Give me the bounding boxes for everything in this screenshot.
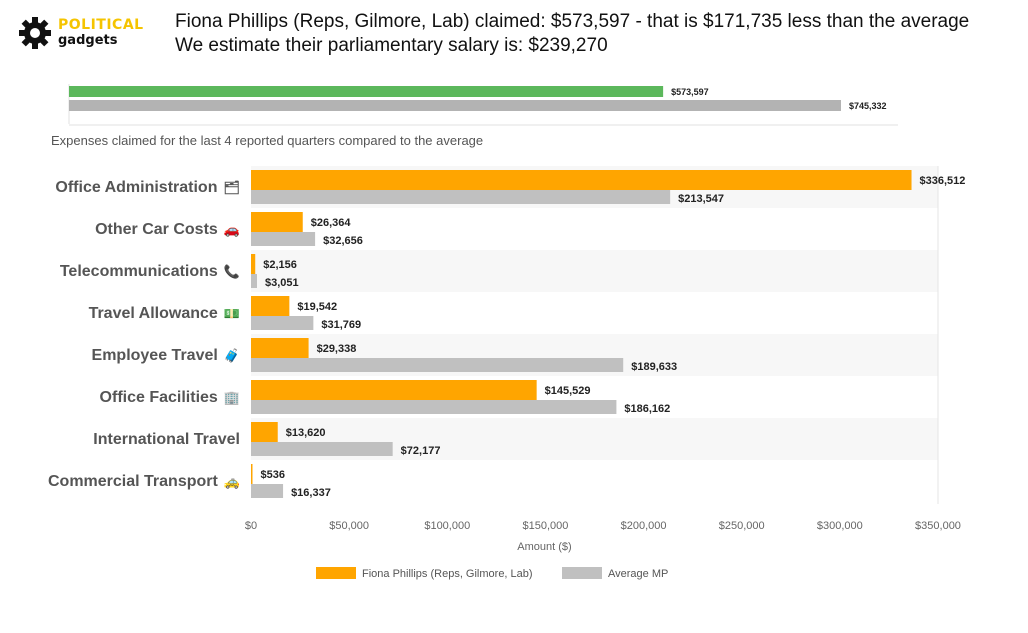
category-name: Other Car Costs — [95, 221, 218, 238]
logo[interactable]: POLITICAL gadgets — [18, 14, 148, 54]
category-name: Office Facilities — [100, 389, 218, 406]
bar-data-label: $336,512 — [920, 175, 966, 187]
bar-average — [251, 400, 617, 414]
bar-data-label: $29,338 — [317, 343, 357, 355]
category-emoji: 🧳 — [224, 348, 240, 363]
bar-data-label: $213,547 — [678, 193, 724, 205]
bar-data-label: $189,633 — [631, 361, 677, 373]
x-tick-label: $250,000 — [719, 520, 765, 532]
bar-data-label: $186,162 — [624, 403, 670, 415]
row-band — [251, 460, 938, 502]
x-tick-label: $50,000 — [329, 520, 369, 532]
category-emoji: 🚕 — [224, 474, 240, 489]
category-label: International Travel — [93, 431, 240, 448]
bar-data-label: $145,529 — [545, 385, 591, 397]
bar-data-label: $2,156 — [263, 259, 297, 271]
category-name: Travel Allowance — [89, 305, 218, 322]
category-name: Telecommunications — [60, 263, 218, 280]
bar-data-label: $19,542 — [297, 301, 337, 313]
bar-average — [251, 358, 624, 372]
bar-mp — [251, 254, 256, 274]
bar-average — [251, 316, 314, 330]
category-label: Travel Allowance 💵 — [89, 305, 240, 322]
category-name: Office Administration — [55, 179, 217, 196]
row-band — [251, 292, 938, 334]
category-label: Other Car Costs 🚗 — [95, 221, 240, 238]
x-tick-label: $150,000 — [522, 520, 568, 532]
headline: Fiona Phillips (Reps, Gilmore, Lab) clai… — [175, 10, 969, 58]
bar-data-label: $72,177 — [401, 445, 441, 457]
category-emoji: 📞 — [224, 263, 241, 279]
category-label: Telecommunications 📞 — [60, 263, 241, 280]
bar-data-label: $31,769 — [321, 319, 361, 331]
category-label: Employee Travel 🧳 — [92, 347, 240, 364]
chart-subtitle: Expenses claimed for the last 4 reported… — [51, 133, 484, 148]
x-tick-label: $0 — [245, 520, 257, 532]
category-name: International Travel — [93, 431, 240, 448]
x-axis-title: Amount ($) — [517, 541, 571, 553]
bar-mp — [251, 338, 309, 358]
bar-average — [251, 232, 316, 246]
headline-salary: We estimate their parliamentary salary i… — [175, 35, 608, 56]
logo-text-bottom: gadgets — [58, 33, 118, 48]
bar-mp — [251, 170, 912, 190]
bar-mp — [251, 296, 290, 316]
bar-average — [251, 484, 284, 498]
category-label: Commercial Transport 🚕 — [48, 473, 240, 490]
bar-mp — [251, 212, 303, 232]
row-band — [251, 250, 938, 292]
headline-claim: Fiona Phillips (Reps, Gilmore, Lab) clai… — [175, 11, 970, 32]
bar-average — [251, 190, 671, 204]
category-name: Employee Travel — [92, 347, 218, 364]
bar-data-label: $16,337 — [291, 487, 331, 499]
category-emoji: 🚗 — [224, 222, 240, 237]
row-band — [251, 208, 938, 250]
category-label: Office Facilities 🏢 — [100, 389, 240, 406]
bar-mp — [251, 380, 537, 400]
legend-swatch-mp — [316, 567, 356, 579]
category-label: Office Administration 🗂 — [55, 179, 240, 196]
category-emoji: 🏢 — [224, 390, 240, 405]
bar-average — [251, 274, 257, 288]
bar-data-label: $32,656 — [323, 235, 363, 247]
legend-label: Average MP — [608, 568, 668, 580]
x-tick-label: $200,000 — [621, 520, 667, 532]
bar-mp — [251, 422, 278, 442]
bar-data-label: $13,620 — [286, 427, 326, 439]
category-name: Commercial Transport — [48, 473, 219, 490]
x-tick-label: $100,000 — [424, 520, 470, 532]
x-tick-label: $350,000 — [915, 520, 961, 532]
bar-average — [251, 442, 393, 456]
category-emoji: 💵 — [224, 306, 240, 321]
bar-data-label: $26,364 — [311, 217, 352, 229]
bar-data-label: $536 — [261, 469, 285, 481]
legend-label: Fiona Phillips (Reps, Gilmore, Lab) — [362, 568, 533, 580]
legend-swatch-average — [562, 567, 602, 579]
bar-data-label: $3,051 — [265, 277, 299, 289]
x-tick-label: $300,000 — [817, 520, 863, 532]
category-emoji: 🗂 — [223, 180, 240, 195]
bar-mp — [251, 464, 253, 484]
logo-text-top: POLITICAL — [58, 17, 144, 33]
gear-icon — [19, 17, 51, 49]
